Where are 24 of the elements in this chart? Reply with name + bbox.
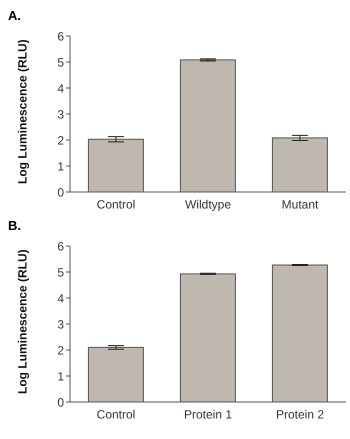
- x-tick-label: Protein 1: [184, 408, 232, 422]
- y-tick-label: 3: [57, 317, 64, 332]
- y-tick-label: 0: [57, 185, 64, 200]
- y-tick-label: 2: [57, 133, 64, 148]
- y-tick-label: 3: [57, 107, 64, 122]
- y-tick-label: 6: [57, 29, 64, 44]
- y-tick-label: 4: [57, 81, 64, 96]
- x-tick-label: Protein 2: [276, 408, 324, 422]
- y-tick-label: 0: [57, 395, 64, 410]
- y-tick-label: 2: [57, 343, 64, 358]
- y-axis-title: Log Luminescence (RLU): [15, 39, 30, 184]
- x-tick-label: Mutant: [282, 198, 320, 212]
- x-tick-label: Control: [96, 198, 136, 212]
- y-tick-label: 4: [57, 291, 64, 306]
- y-tick-label: 5: [57, 265, 64, 280]
- y-tick-label: 1: [57, 369, 64, 384]
- x-tick-label: Control: [96, 408, 136, 422]
- chart-title: B.: [8, 218, 22, 235]
- y-tick-label: 5: [57, 55, 64, 70]
- y-tick-label: 6: [57, 239, 64, 254]
- chart-title: A.: [8, 8, 22, 25]
- y-axis-title: Log Luminescence (RLU): [15, 249, 30, 394]
- x-tick-label: Wildtype: [184, 198, 232, 212]
- y-tick-label: 1: [57, 159, 64, 174]
